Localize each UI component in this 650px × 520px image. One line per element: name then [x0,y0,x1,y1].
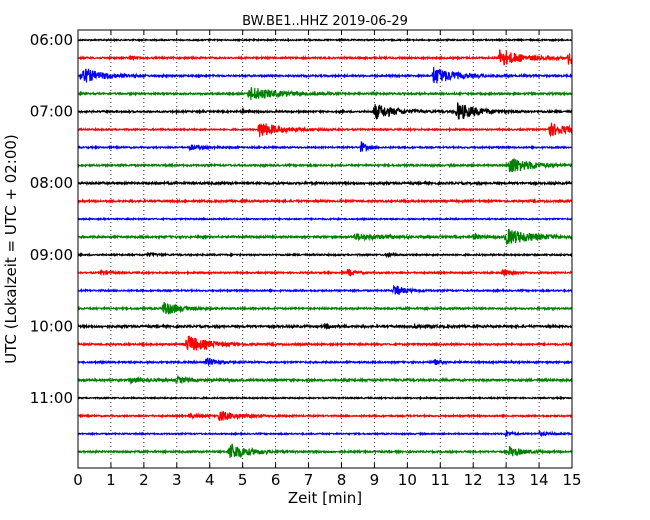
trace-0900 [77,251,573,259]
trace-1030 [77,357,573,367]
trace-0945 [77,301,573,315]
trace-1000 [77,322,573,330]
y-tick-label: 07:00 [30,103,73,121]
grid-lines [110,30,540,468]
x-tick-label: 0 [73,471,83,489]
trace-0845 [77,229,573,245]
trace-0715 [77,122,573,138]
x-tick-label: 3 [172,471,182,489]
y-axis-ticks: 06:00 07:00 08:00 09:00 10:00 11:00 [30,31,572,407]
trace-1015 [77,335,573,351]
x-axis-label: Zeit [min] [288,489,362,507]
x-tick-label: 1 [106,471,116,489]
trace-0645 [77,87,573,100]
trace-1130 [77,430,573,438]
x-tick-label: 7 [304,471,314,489]
trace-0800 [77,179,573,187]
trace-0915 [77,268,573,278]
x-tick-label: 6 [271,471,281,489]
x-tick-label: 12 [464,471,483,489]
plot-frame [77,29,573,469]
x-tick-label: 8 [337,471,347,489]
x-tick-label: 4 [205,471,215,489]
x-tick-label: 2 [139,471,149,489]
y-tick-label: 11:00 [30,389,73,407]
x-tick-label: 11 [431,471,450,489]
trace-0830 [77,216,573,222]
y-tick-label: 09:00 [30,246,73,264]
x-tick-label: 5 [238,471,248,489]
x-tick-label: 13 [497,471,516,489]
trace-1045 [77,374,573,385]
x-tick-label: 9 [370,471,380,489]
trace-0815 [77,197,573,205]
trace-0615 [77,49,573,66]
y-tick-label: 10:00 [30,317,73,335]
traces [77,37,573,459]
x-tick-label: 15 [562,471,581,489]
y-tick-label: 06:00 [30,31,73,49]
x-tick-label: 14 [530,471,549,489]
trace-0930 [77,284,573,295]
chart-title: BW.BE1..HHZ 2019-06-29 [242,14,408,29]
trace-0745 [77,158,573,173]
trace-1100 [77,395,573,401]
trace-1145 [77,443,573,459]
y-tick-label: 08:00 [30,174,73,192]
trace-0600 [77,37,573,43]
y-axis-label: UTC (Lokalzeit = UTC + 02:00) [2,134,20,364]
x-axis-ticks: 0 1 2 3 4 5 6 7 8 9 10 11 12 13 14 15 [73,30,582,489]
trace-1115 [77,411,573,422]
x-tick-label: 10 [398,471,417,489]
trace-0730 [77,140,573,153]
trace-0630 [77,67,573,84]
trace-0700 [77,102,573,120]
